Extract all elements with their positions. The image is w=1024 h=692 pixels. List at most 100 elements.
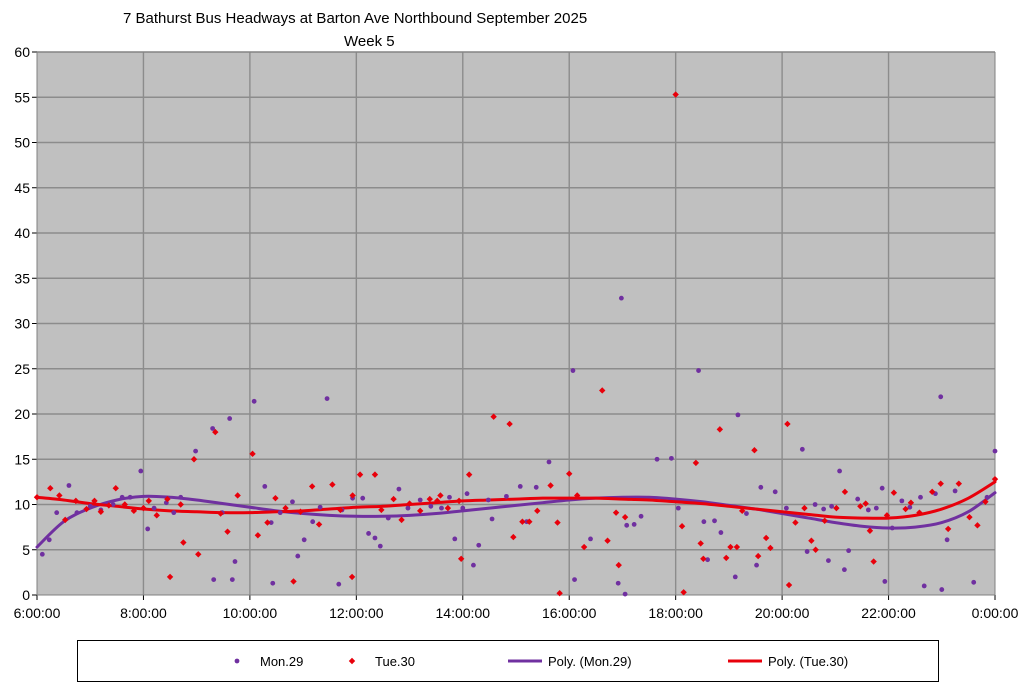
tue-point <box>195 551 202 558</box>
mon-point <box>385 515 391 521</box>
tue-point <box>754 552 762 560</box>
mon-point <box>447 494 452 500</box>
mon-point <box>460 505 466 511</box>
tue-point <box>526 518 533 525</box>
mon-point <box>268 520 274 525</box>
mon-point <box>855 496 861 502</box>
mon-point <box>377 543 383 549</box>
tue-point <box>792 519 799 526</box>
tue-point <box>140 504 147 512</box>
tue-point <box>621 513 629 521</box>
tue-point <box>329 481 336 488</box>
tue-point <box>700 555 707 562</box>
tue-point <box>738 507 746 515</box>
tue-point <box>91 497 98 505</box>
tue-point <box>153 512 160 519</box>
mon-point <box>138 468 144 474</box>
tue-point <box>723 554 730 562</box>
tue-point <box>62 516 69 524</box>
mon-point <box>295 553 301 559</box>
tue-point <box>290 578 297 585</box>
tue-point <box>56 492 63 499</box>
tue-point <box>556 589 563 597</box>
mon-point <box>744 511 749 516</box>
tue-point <box>862 500 869 507</box>
tue-point <box>33 494 41 501</box>
mon-point <box>290 499 295 505</box>
mon-point <box>428 503 434 509</box>
legend-line-red-icon <box>726 654 764 668</box>
mon-point <box>921 583 927 589</box>
tue-point <box>841 488 849 496</box>
tue-point <box>944 525 952 533</box>
mon-point <box>772 489 778 495</box>
y-tick-label: 45 <box>14 180 30 196</box>
tue-point <box>955 480 963 487</box>
tue-point <box>105 502 113 509</box>
tue-point <box>890 489 898 496</box>
y-tick-label: 55 <box>14 89 30 105</box>
tue-point <box>928 488 936 496</box>
mon-point <box>151 505 157 511</box>
mon-point <box>74 510 80 516</box>
tue-point <box>97 508 105 515</box>
tue-point <box>506 420 513 428</box>
mon-point <box>826 558 831 564</box>
tue-point <box>672 91 679 98</box>
tue-point <box>315 521 323 528</box>
mon-point <box>615 580 621 586</box>
tue-point <box>444 504 452 512</box>
y-tick-label: 50 <box>14 135 30 151</box>
tue-point <box>437 492 444 499</box>
legend-item-poly-mon: Poly. (Mon.29) <box>506 641 632 681</box>
mon-point <box>758 484 764 490</box>
tue-point <box>680 589 687 596</box>
tue-point <box>974 522 981 529</box>
x-tick-label: 18:00:00 <box>648 605 703 621</box>
x-tick-label: 20:00:00 <box>755 605 810 621</box>
mon-point <box>476 542 482 548</box>
mon-point <box>712 518 717 524</box>
tue-point <box>83 505 90 513</box>
mon-point <box>952 488 958 494</box>
tue-point <box>751 447 758 454</box>
tue-point <box>547 482 554 489</box>
tue-point <box>833 504 840 512</box>
y-tick-label: 20 <box>14 406 30 422</box>
tue-point <box>991 475 999 483</box>
mon-point <box>193 448 199 454</box>
tue-point <box>348 573 356 581</box>
mon-point <box>229 577 235 583</box>
x-tick-label: 16:00:00 <box>542 605 597 621</box>
tue-point <box>224 528 231 535</box>
x-tick-label: 14:00:00 <box>436 605 491 621</box>
mon-point <box>66 483 72 488</box>
tue-point <box>166 573 174 581</box>
tue-point <box>519 518 526 525</box>
tue-point <box>406 500 413 507</box>
mon-point <box>485 497 491 503</box>
mon-point <box>829 503 835 509</box>
trendlines <box>35 480 997 549</box>
mon-point <box>669 455 674 461</box>
mon-point <box>907 504 913 510</box>
tue-point <box>490 413 497 420</box>
tue-point <box>190 456 198 463</box>
tue-point <box>272 494 279 502</box>
mon-point <box>804 549 810 554</box>
tue-point <box>177 501 184 508</box>
y-tick-label: 0 <box>22 587 30 603</box>
legend-label-tue: Tue.30 <box>375 653 415 669</box>
mon-point <box>588 536 593 542</box>
tue-point <box>907 499 915 506</box>
mon-point <box>46 537 52 543</box>
mon-point <box>705 557 710 563</box>
tue-point <box>112 485 119 492</box>
tue-point <box>465 471 473 478</box>
mon-point <box>405 505 411 511</box>
mon-point <box>127 494 133 500</box>
mon-point <box>572 577 577 583</box>
data-points <box>33 91 999 597</box>
tue-point <box>417 507 424 515</box>
mon-point <box>39 551 45 557</box>
